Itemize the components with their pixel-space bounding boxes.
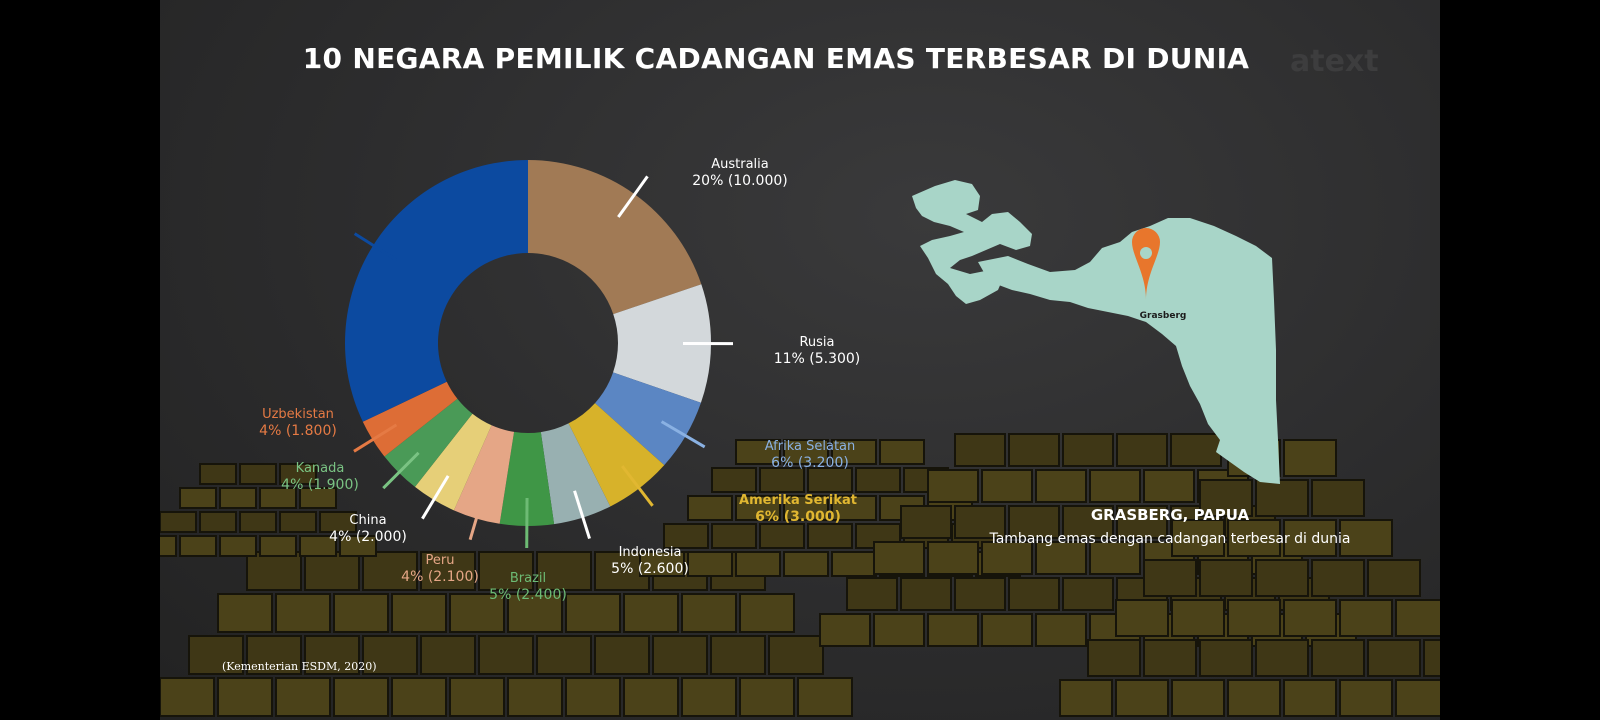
donut-chart [345, 160, 734, 549]
slice-label-name: China [349, 513, 387, 528]
slice-label: Brazil 5% (2.400) [458, 570, 598, 604]
infographic-frame: atext 10 NEGARA PEMILIK CADANGAN EMAS TE… [160, 0, 1440, 720]
slice-amerika-serikat [568, 403, 665, 507]
slice-label-name: Kanada [295, 461, 345, 476]
leader-line [573, 490, 591, 539]
slice-rusia [613, 284, 711, 403]
slice-brazil [499, 431, 555, 526]
slice-china [414, 413, 492, 511]
slice-uzbekistan [362, 381, 458, 457]
slice-label: Amerika Serikat 6% (3.000) [728, 492, 868, 526]
slice-label: Rusia 11% (5.300) [747, 334, 887, 368]
source-note: (Kementerian ESDM, 2020) [222, 660, 377, 673]
papua-island-shape [912, 180, 1280, 484]
slice-indonesia [540, 423, 611, 525]
slice-label-name: Uzbekistan [262, 407, 334, 422]
map-caption-title: GRASBERG, PAPUA [1090, 506, 1250, 524]
slice-label-name: Rusia [799, 335, 835, 350]
papua-map [912, 180, 1280, 484]
leader-line [468, 491, 486, 541]
gold-bars-background [160, 433, 1440, 717]
leader-line [621, 465, 654, 507]
slice-label-value: 6% (3.200) [771, 455, 849, 471]
slice-label-name: Australia [711, 157, 769, 172]
pin-label: Grasberg [1139, 311, 1187, 321]
location-pin-icon [1132, 228, 1160, 300]
page-title: 10 NEGARA PEMILIK CADANGAN EMAS TERBESAR… [302, 42, 1250, 75]
slice-label: China 4% (2.000) [298, 512, 438, 546]
slice-label-name: Brazil [509, 571, 547, 586]
slice-label: Peru 4% (2.100) [370, 552, 510, 586]
slice-unlabeled [345, 160, 528, 422]
slice-label: Kanada 4% (1.900) [250, 460, 390, 494]
slice-label-value: 4% (2.000) [329, 529, 407, 545]
slice-label: Indonesia 5% (2.600) [580, 544, 720, 578]
slice-label: Australia 20% (10.000) [670, 156, 810, 190]
slice-label-name: Afrika Selatan [764, 439, 856, 454]
leader-line [382, 451, 420, 490]
watermark: atext [1290, 44, 1379, 79]
slice-label-value: 11% (5.300) [773, 351, 861, 367]
slice-label-name: Amerika Serikat [739, 493, 857, 508]
slice-label-value: 5% (2.600) [611, 561, 689, 577]
leader-line [353, 423, 398, 453]
leader-line [660, 420, 706, 449]
slice-peru [453, 425, 515, 524]
slice-label-value: 4% (1.800) [259, 423, 337, 439]
slice-label-value: 4% (1.900) [281, 477, 359, 493]
slice-label: Afrika Selatan 6% (3.200) [740, 438, 880, 472]
map-caption-subtitle: Tambang emas dengan cadangan terbesar di… [989, 531, 1351, 547]
leader-line [421, 475, 450, 520]
slice-australia [528, 160, 702, 315]
leader-line [617, 175, 649, 218]
slice-label-value: 20% (10.000) [692, 173, 788, 189]
slice-afrika-selatan [595, 372, 701, 466]
slice-label: Uzbekistan 4% (1.800) [228, 406, 368, 440]
slice-label-value: 5% (2.400) [489, 587, 567, 603]
slice-label-value: 4% (2.100) [401, 569, 479, 585]
slice-label-value: 6% (3.000) [755, 509, 841, 525]
leader-line [353, 232, 398, 262]
slice-label-name: Peru [425, 553, 455, 568]
slice-label-name: Indonesia [618, 545, 682, 560]
